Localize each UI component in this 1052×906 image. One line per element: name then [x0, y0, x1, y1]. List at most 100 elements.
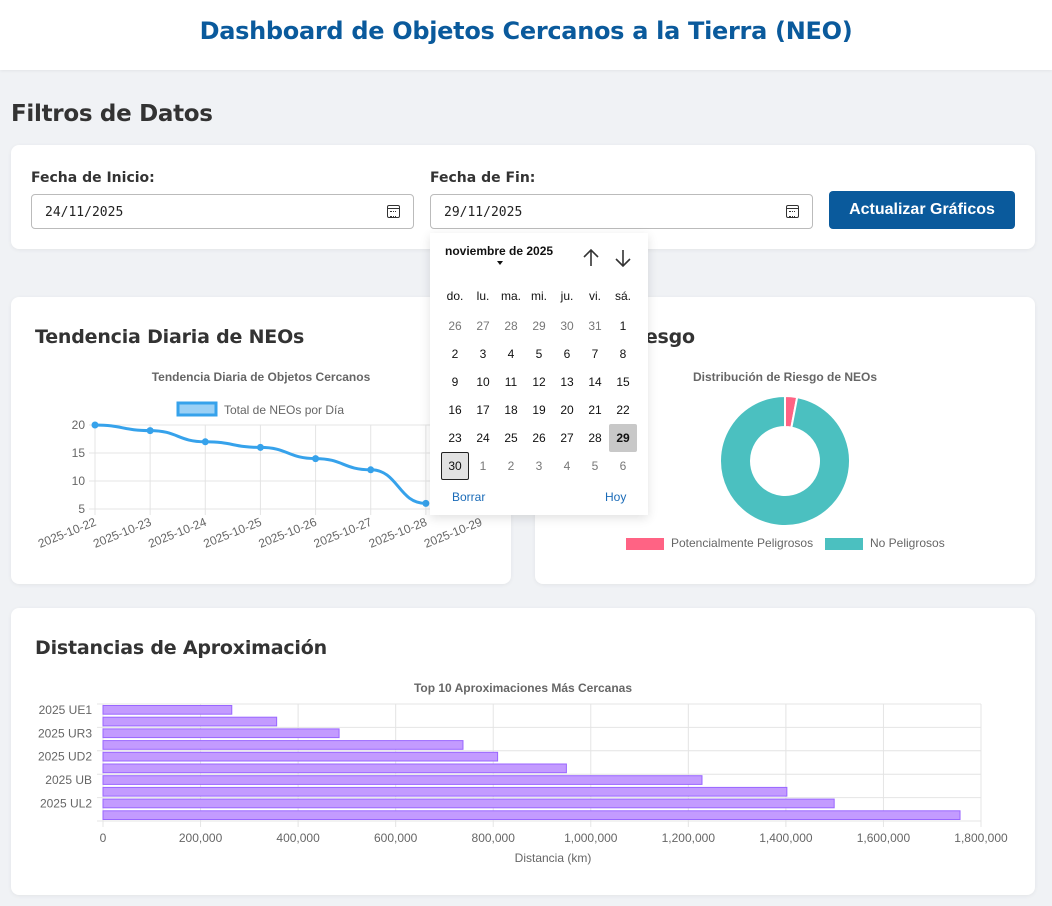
- calendar-day[interactable]: 26: [448, 319, 462, 333]
- calendar-day[interactable]: 12: [532, 375, 546, 389]
- calendar-weekday: lu.: [476, 289, 490, 303]
- calendar-icon[interactable]: [387, 205, 400, 218]
- calendar-weekday: mi.: [531, 289, 547, 303]
- legend-label[interactable]: No Peligrosos: [870, 536, 945, 550]
- start-date-input[interactable]: 24/11/2025: [31, 194, 414, 229]
- y-tick-label: 15: [72, 446, 86, 460]
- calendar-day[interactable]: 3: [535, 459, 543, 473]
- calendar-day[interactable]: 2: [507, 459, 515, 473]
- calendar-day[interactable]: 24: [476, 431, 490, 445]
- calendar-month-label[interactable]: noviembre de 2025: [445, 244, 554, 258]
- calendar-day[interactable]: 19: [532, 403, 546, 417]
- bar[interactable]: [102, 740, 464, 750]
- bar[interactable]: [102, 775, 703, 785]
- doughnut-chart: Distribución de Riesgo de NEOs Potencial…: [626, 370, 945, 550]
- calendar-day[interactable]: 3: [479, 347, 487, 361]
- trend-card-title: Tendencia Diaria de NEOs: [35, 326, 305, 348]
- bar[interactable]: [102, 705, 233, 715]
- calendar-day[interactable]: 4: [563, 459, 571, 473]
- x-tick-label: 2025-10-23: [91, 515, 153, 551]
- bar-chart: Top 10 Aproximaciones Más Cercanas 0 200,…: [38, 681, 1008, 865]
- line-point[interactable]: [256, 443, 264, 451]
- end-date-label: Fecha de Fin:: [430, 170, 536, 186]
- x-tick-label: 200,000: [179, 831, 223, 845]
- bar[interactable]: [102, 751, 499, 762]
- page-header: Dashboard de Objetos Cercanos a la Tierr…: [0, 0, 1052, 70]
- calendar-day[interactable]: 21: [588, 403, 602, 417]
- calendar-day[interactable]: 11: [504, 375, 518, 389]
- calendar-day[interactable]: 28: [588, 431, 602, 445]
- arrow-down-icon[interactable]: [613, 247, 633, 269]
- line-point[interactable]: [312, 455, 320, 463]
- legend-swatch[interactable]: [176, 401, 218, 417]
- calendar-day[interactable]: 30: [441, 452, 469, 480]
- line-point[interactable]: [146, 427, 154, 435]
- calendar-day[interactable]: 15: [616, 375, 630, 389]
- bar[interactable]: [102, 728, 340, 739]
- legend-swatch[interactable]: [626, 538, 664, 550]
- legend-swatch[interactable]: [825, 538, 863, 550]
- calendar-day[interactable]: 1: [479, 459, 487, 473]
- calendar-day[interactable]: 30: [560, 319, 574, 333]
- y-tick-label: 2025 UR3: [38, 726, 92, 740]
- doughnut-slice[interactable]: [719, 394, 851, 527]
- x-tick-label: 1,600,000: [857, 831, 911, 845]
- bar-chart-title: Top 10 Aproximaciones Más Cercanas: [414, 681, 632, 695]
- filters-card: Fecha de Inicio: 24/11/2025 Fecha de Fin…: [11, 145, 1035, 249]
- calendar-day[interactable]: 26: [532, 431, 546, 445]
- calendar-day[interactable]: 6: [619, 459, 627, 473]
- legend-label[interactable]: Total de NEOs por Día: [224, 403, 344, 417]
- bar[interactable]: [102, 763, 567, 774]
- line-point[interactable]: [91, 421, 99, 429]
- calendar-day[interactable]: 29: [609, 424, 637, 452]
- calendar-day[interactable]: 29: [532, 319, 546, 333]
- x-tick-label: 0: [100, 831, 107, 845]
- calendar-day[interactable]: 31: [588, 319, 602, 333]
- bar[interactable]: [102, 716, 278, 727]
- calendar-day[interactable]: 10: [476, 375, 490, 389]
- x-tick-label: 1,800,000: [954, 831, 1008, 845]
- calendar-day[interactable]: 27: [476, 319, 490, 333]
- calendar-day[interactable]: 7: [591, 347, 599, 361]
- calendar-day[interactable]: 20: [560, 403, 574, 417]
- caret-down-icon[interactable]: [497, 261, 503, 265]
- calendar-day[interactable]: 25: [504, 431, 518, 445]
- bar[interactable]: [102, 798, 835, 809]
- calendar-day[interactable]: 9: [451, 375, 459, 389]
- calendar-day[interactable]: 28: [504, 319, 518, 333]
- end-date-input[interactable]: 29/11/2025: [430, 194, 813, 229]
- calendar-icon[interactable]: [786, 205, 799, 218]
- calendar-day[interactable]: 5: [591, 459, 599, 473]
- update-charts-button[interactable]: Actualizar Gráficos: [829, 191, 1015, 229]
- calendar-weekday: vi.: [589, 289, 601, 303]
- calendar-day[interactable]: 4: [507, 347, 515, 361]
- legend-label[interactable]: Potencialmente Peligrosos: [671, 536, 813, 550]
- calendar-day[interactable]: 22: [616, 403, 630, 417]
- calendar-day[interactable]: 27: [560, 431, 574, 445]
- x-tick-label: 2025-10-22: [36, 515, 98, 551]
- bar[interactable]: [102, 810, 961, 821]
- arrow-up-icon[interactable]: [581, 247, 601, 269]
- trend-card: Tendencia Diaria de NEOs Tendencia Diari…: [11, 297, 511, 584]
- calendar-day[interactable]: 6: [563, 347, 571, 361]
- bar[interactable]: [102, 786, 788, 797]
- calendar-day[interactable]: 5: [535, 347, 543, 361]
- calendar-day[interactable]: 23: [448, 431, 462, 445]
- calendar-today-button[interactable]: Hoy: [605, 490, 627, 504]
- calendar-day[interactable]: 1: [619, 319, 627, 333]
- x-tick-label: 2025-10-25: [201, 515, 263, 551]
- calendar-day[interactable]: 2: [451, 347, 459, 361]
- calendar-day[interactable]: 14: [588, 375, 602, 389]
- calendar-day[interactable]: 17: [476, 403, 490, 417]
- x-tick-label: 2025-10-27: [312, 515, 374, 551]
- calendar-day[interactable]: 16: [448, 403, 462, 417]
- calendar-clear-button[interactable]: Borrar: [452, 490, 486, 504]
- line-point[interactable]: [201, 438, 209, 446]
- calendar-day[interactable]: 13: [560, 375, 574, 389]
- calendar-day[interactable]: 8: [619, 347, 627, 361]
- calendar-day[interactable]: 18: [504, 403, 518, 417]
- x-tick-label: 400,000: [276, 831, 320, 845]
- line-point[interactable]: [422, 499, 430, 507]
- line-point[interactable]: [367, 466, 375, 474]
- x-tick-label: 600,000: [374, 831, 418, 845]
